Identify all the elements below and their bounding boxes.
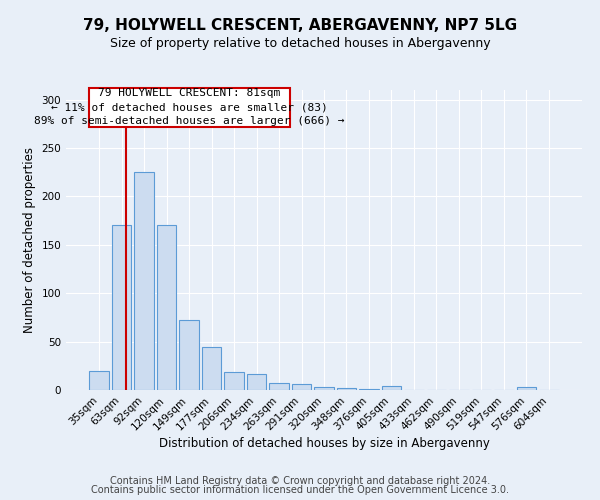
Bar <box>112 226 131 390</box>
Bar <box>179 320 199 390</box>
Bar <box>269 383 289 390</box>
Text: Contains HM Land Registry data © Crown copyright and database right 2024.: Contains HM Land Registry data © Crown c… <box>110 476 490 486</box>
Bar <box>134 172 154 390</box>
Text: 79, HOLYWELL CRESCENT, ABERGAVENNY, NP7 5LG: 79, HOLYWELL CRESCENT, ABERGAVENNY, NP7 … <box>83 18 517 32</box>
Bar <box>517 387 536 390</box>
FancyBboxPatch shape <box>89 88 290 127</box>
Text: 79 HOLYWELL CRESCENT: 81sqm
← 11% of detached houses are smaller (83)
89% of sem: 79 HOLYWELL CRESCENT: 81sqm ← 11% of det… <box>34 88 345 126</box>
Bar <box>247 374 266 390</box>
Bar <box>382 386 401 390</box>
Bar <box>89 370 109 390</box>
Bar <box>157 226 176 390</box>
Bar <box>292 384 311 390</box>
Bar <box>359 389 379 390</box>
Text: Contains public sector information licensed under the Open Government Licence 3.: Contains public sector information licen… <box>91 485 509 495</box>
X-axis label: Distribution of detached houses by size in Abergavenny: Distribution of detached houses by size … <box>158 438 490 450</box>
Bar <box>202 348 221 390</box>
Bar <box>314 387 334 390</box>
Y-axis label: Number of detached properties: Number of detached properties <box>23 147 36 333</box>
Bar <box>337 388 356 390</box>
Text: Size of property relative to detached houses in Abergavenny: Size of property relative to detached ho… <box>110 38 490 51</box>
Bar <box>224 372 244 390</box>
